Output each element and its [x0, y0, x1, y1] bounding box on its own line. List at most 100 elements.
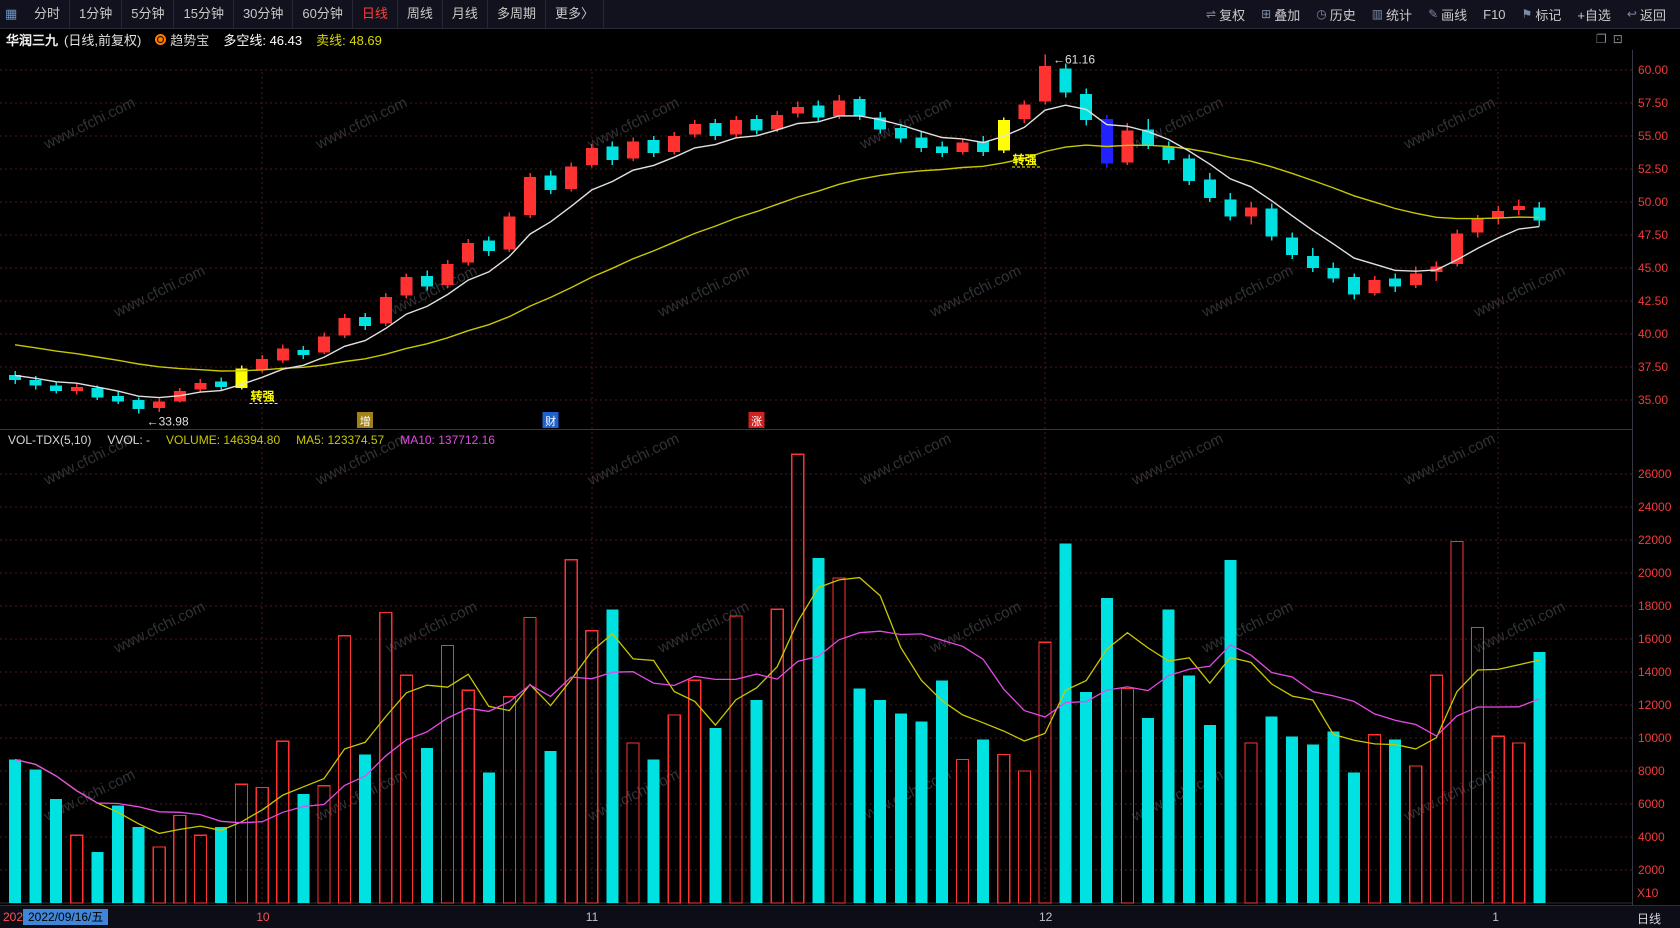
- volume-bar: [91, 851, 104, 903]
- ma-slow-line: [14, 144, 1540, 372]
- volume-pane-header[interactable]: VOL-TDX(5,10) VVOL: - VOLUME: 146394.80 …: [0, 429, 1632, 449]
- stats-button[interactable]: ▥ 统计: [1364, 5, 1420, 24]
- tab-more[interactable]: 更多〉: [546, 0, 604, 28]
- volume-bar: [1059, 543, 1072, 903]
- overlay-icon: ⊞: [1261, 7, 1272, 21]
- candle-body: [297, 349, 310, 356]
- duokong-line-field: 多空线: 46.43: [223, 30, 302, 49]
- signal-label: 转强: [251, 388, 275, 403]
- overlay-button[interactable]: ⊞ 叠加: [1253, 5, 1308, 24]
- candle-body: [462, 242, 475, 263]
- volume-ma5-line: [14, 576, 1540, 835]
- tab-5min[interactable]: 5分钟: [122, 0, 175, 28]
- tab-fenshi[interactable]: 分时: [25, 0, 71, 28]
- volume-bar: [1306, 744, 1319, 903]
- volume-bar: [482, 772, 495, 903]
- volume-bar: [915, 721, 928, 903]
- candle-body: [215, 381, 227, 387]
- indicator-name[interactable]: 趋势宝: [170, 33, 210, 48]
- volume-bar: [1470, 626, 1485, 904]
- candle-body: [606, 146, 619, 160]
- candle-body: [276, 348, 289, 361]
- app-logo-icon[interactable]: ▦: [5, 6, 18, 21]
- candle-body: [441, 264, 454, 286]
- axis-tick-label: 57.50: [1638, 96, 1669, 110]
- candle-body: [1080, 93, 1093, 121]
- price-annotation: ←61.16: [1053, 53, 1095, 67]
- window-restore-icon[interactable]: ❐: [1596, 32, 1613, 46]
- volume-bar: [874, 700, 887, 903]
- mark-icon: ⚑: [1521, 7, 1533, 21]
- candle-body: [668, 136, 681, 152]
- tab-60min[interactable]: 60分钟: [293, 0, 353, 28]
- volume-bar: [1429, 674, 1444, 904]
- axis-tick-label: 22000: [1638, 533, 1672, 547]
- volume-bar: [750, 700, 763, 903]
- pane-window-icons: ❐⊡: [1596, 32, 1629, 46]
- f10-label: F10: [1483, 6, 1506, 22]
- candle-body: [1183, 158, 1196, 181]
- overlay-label: 叠加: [1274, 7, 1301, 23]
- chart-canvas[interactable]: ←61.16←33.98转强转强增财涨: [0, 50, 1632, 905]
- price-axis: 60.00 57.50 55.00 52.50 50.00 47.50 45.00 42.50…: [1632, 50, 1680, 905]
- vvol-value: VVOL: -: [107, 432, 151, 447]
- volume-bars-layer: [9, 453, 1546, 904]
- tab-multi-period[interactable]: 多周期: [488, 0, 546, 28]
- volume-bar: [894, 713, 907, 903]
- volume-value: VOLUME: 146394.80: [166, 432, 281, 447]
- indicator-title[interactable]: VOL-TDX(5,10): [8, 432, 92, 447]
- candle-body: [50, 385, 63, 391]
- candle-body: [421, 275, 433, 287]
- volume-bar: [812, 558, 825, 903]
- candle-body: [771, 114, 784, 130]
- volume-bar: [1183, 675, 1196, 903]
- axis-tick-label: 18000: [1638, 599, 1672, 613]
- candle-body: [153, 401, 166, 408]
- candle-body: [1286, 237, 1299, 255]
- draw-label: 画线: [1441, 7, 1468, 23]
- volume-bar: [1017, 770, 1032, 904]
- volume-bar: [1162, 609, 1175, 903]
- back-label: 返回: [1639, 7, 1666, 23]
- candle-body: [936, 146, 948, 154]
- history-button[interactable]: ◷ 历史: [1308, 5, 1364, 24]
- volume-bar: [1120, 687, 1135, 904]
- selected-date[interactable]: 2022/09/16/五: [23, 909, 109, 925]
- candle-body: [1451, 233, 1463, 265]
- draw-button[interactable]: ✎ 画线: [1420, 5, 1475, 24]
- stats-icon: ▥: [1371, 7, 1384, 21]
- price-annotation: ←33.98: [147, 414, 189, 428]
- volume-bar: [50, 799, 63, 903]
- candle-body: [956, 142, 969, 152]
- f10-button[interactable]: F10: [1475, 7, 1513, 22]
- volume-bar: [853, 688, 866, 903]
- candle-body: [750, 118, 763, 131]
- tab-1min[interactable]: 1分钟: [70, 0, 123, 28]
- candle-body: [1409, 273, 1422, 286]
- volume-bar: [606, 609, 619, 903]
- tab-weekly[interactable]: 周线: [398, 0, 443, 28]
- toolbar-actions: ⇌ 复权 ⊞ 叠加 ◷ 历史 ▥ 统计 ✎ 画线 F10 ⚑ 标记 +自选 ↩ 返回: [1198, 5, 1674, 24]
- candle-body: [503, 216, 516, 250]
- candle-body: [1306, 256, 1319, 268]
- sell-label: 卖线:: [316, 33, 346, 48]
- adjust-button[interactable]: ⇌ 复权: [1198, 5, 1253, 24]
- axis-tick-label: 2000: [1638, 863, 1665, 877]
- tab-daily[interactable]: 日线: [353, 0, 398, 28]
- window-mode-icon[interactable]: ⊡: [1612, 32, 1629, 46]
- candle-body: [338, 318, 351, 336]
- volume-bar: [70, 834, 84, 904]
- stock-name[interactable]: 华润三九: [6, 33, 59, 48]
- candle-body: [1100, 118, 1113, 164]
- candle-body: [544, 175, 557, 191]
- candle-body: [709, 122, 722, 136]
- volume-bar: [255, 786, 269, 904]
- mark-button[interactable]: ⚑ 标记: [1514, 5, 1570, 24]
- adjust-label: 复权: [1219, 7, 1246, 23]
- tab-15min[interactable]: 15分钟: [174, 0, 234, 28]
- add-watchlist-button[interactable]: +自选: [1569, 5, 1619, 24]
- tab-30min[interactable]: 30分钟: [234, 0, 294, 28]
- candle-body: [1121, 130, 1134, 163]
- back-button[interactable]: ↩ 返回: [1619, 5, 1674, 24]
- tab-monthly[interactable]: 月线: [443, 0, 488, 28]
